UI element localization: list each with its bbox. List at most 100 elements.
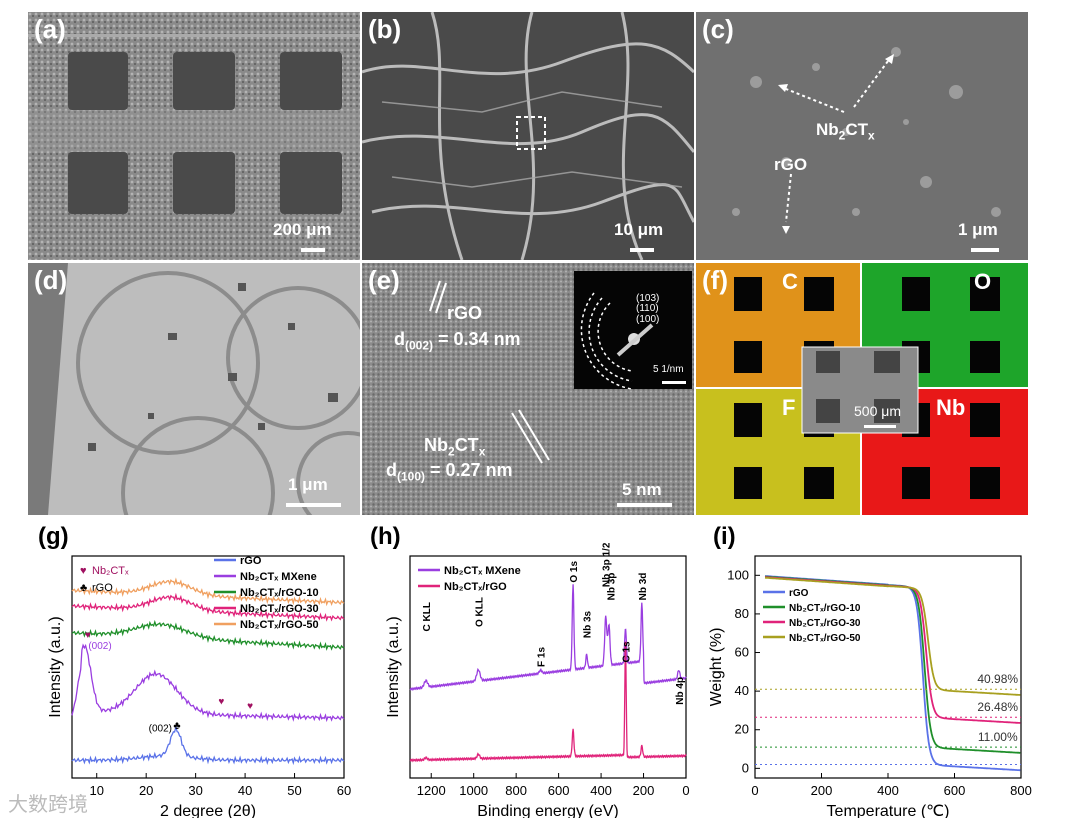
chart-i-annotation: 40.98% bbox=[977, 672, 1018, 686]
panel-d-scale-bar bbox=[286, 503, 341, 507]
panel-b-scale-bar bbox=[630, 248, 654, 252]
inset-ring-110: (110) bbox=[636, 303, 659, 314]
panel-f-eds-mapping: (f) C O F Nb 500 μm bbox=[696, 263, 1028, 515]
panel-f-image bbox=[696, 263, 1028, 515]
chart-h-xlabel: Binding energy (eV) bbox=[477, 803, 618, 818]
chart-g-ylabel: Intensity (a.u.) bbox=[47, 616, 64, 717]
chart-h-xtick-label: 0 bbox=[682, 783, 689, 798]
chart-h-xtick-label: 400 bbox=[590, 783, 612, 798]
panel-c-image bbox=[696, 12, 1028, 260]
chart-h-frame bbox=[409, 555, 687, 779]
chart-i-tga: (i) 0 200 400 600 800 0 20 40 60 80 100 Temperature … bbox=[708, 523, 1032, 818]
panel-c-sem: (c) Nb2CTx rGO 1 μm bbox=[696, 12, 1028, 260]
chart-g-frame bbox=[71, 555, 345, 779]
chart-h-series-1 bbox=[409, 641, 687, 763]
chart-g-legend-entry: Nb₂CTₓ/rGO-10 bbox=[240, 587, 319, 599]
panel-e-d100-spacing: d(100) = 0.27 nm bbox=[386, 460, 513, 484]
chart-h-peak-label: F 1s bbox=[537, 647, 548, 667]
chart-i-legend-entry: Nb₂CTₓ/rGO-10 bbox=[789, 603, 861, 614]
chart-g-xtick-label: 20 bbox=[139, 783, 153, 798]
chart-h-legend-entry: Nb₂CTₓ MXene bbox=[444, 565, 521, 577]
panel-a-scale-text: 200 μm bbox=[273, 220, 332, 239]
chart-i-ytick-label: 100 bbox=[727, 567, 749, 582]
panel-d-scale-text: 1 μm bbox=[288, 475, 328, 494]
chart-i-series-3 bbox=[764, 576, 1021, 696]
panel-d-tem: (d) 1 μm bbox=[28, 263, 360, 515]
map-o-label: O bbox=[974, 269, 992, 294]
chart-g-xlabel: 2 degree (2θ) bbox=[160, 803, 256, 818]
chart-h-peak-label: Nb 3s bbox=[583, 610, 594, 638]
chart-g-xtick-label: 40 bbox=[238, 783, 252, 798]
chart-h-xtick-label: 1000 bbox=[459, 783, 488, 798]
chart-i-ytick-label: 0 bbox=[742, 760, 749, 775]
chart-i-ytick-label: 80 bbox=[735, 606, 749, 621]
chart-h-peak-label: C 1s bbox=[621, 641, 632, 663]
panel-e-nb2ctx-label: Nb2CTx bbox=[424, 435, 486, 459]
chart-g-legend-entry: Nb₂CTₓ/rGO-50 bbox=[240, 619, 319, 631]
panel-e-d002-spacing: d(002) = 0.34 nm bbox=[394, 329, 521, 353]
chart-g-marker-legend: rGO bbox=[92, 582, 113, 594]
chart-h-xtick-label: 800 bbox=[505, 783, 527, 798]
chart-g-heart-marker: ♥ bbox=[218, 697, 224, 708]
chart-h-peak-label: O KLL bbox=[474, 597, 485, 627]
chart-i-ytick-label: 40 bbox=[735, 683, 749, 698]
panel-a-scale-bar bbox=[301, 248, 325, 252]
chart-g-club-marker: ♣ bbox=[80, 582, 87, 594]
panel-e-image bbox=[362, 263, 694, 515]
chart-i-ytick-label: 20 bbox=[735, 722, 749, 737]
chart-g-heart-marker: ♥ bbox=[247, 701, 253, 712]
panel-c-rgo-annotation: rGO bbox=[774, 155, 808, 174]
watermark: 大数跨境 bbox=[8, 792, 88, 816]
chart-g-xtick-label: 10 bbox=[89, 783, 103, 798]
panel-a-sem: (a) 200 μm bbox=[28, 12, 360, 260]
panel-e-hrtem: (e) rGO d(002) = 0.34 nm Nb2CTx d(100) =… bbox=[362, 263, 694, 515]
chart-g-series-3 bbox=[71, 592, 345, 622]
panel-c-scale-text: 1 μm bbox=[958, 220, 998, 239]
inset-scale-text: 500 μm bbox=[854, 403, 901, 419]
chart-i-annotation: 11.00% bbox=[978, 730, 1018, 744]
chart-h-peak-label: O 1s bbox=[569, 561, 580, 583]
chart-g-heart-marker: ♥ bbox=[80, 565, 87, 577]
chart-g-series-2 bbox=[71, 619, 345, 651]
panel-e-label: (e) bbox=[368, 265, 400, 295]
panel-b-label: (b) bbox=[368, 14, 402, 44]
panel-a-image bbox=[28, 12, 360, 260]
chart-i-xtick-label: 600 bbox=[944, 783, 966, 798]
chart-h-peak-label: Nb 3p bbox=[607, 573, 618, 601]
chart-i-xlabel: Temperature (℃) bbox=[827, 803, 950, 818]
panel-d-image bbox=[28, 263, 360, 515]
chart-i-annotation: 26.48% bbox=[977, 700, 1018, 714]
chart-h-xtick-label: 1200 bbox=[417, 783, 446, 798]
panel-b-sem: (b) 10 μm bbox=[362, 12, 694, 260]
chart-g-xtick-label: 30 bbox=[188, 783, 202, 798]
chart-h-peak-label: Nb 3p 1/2 bbox=[601, 542, 612, 587]
chart-g-xrd: (g) 10 20 30 40 50 60 2 degree (2θ) Intensity (a… bbox=[38, 523, 351, 818]
chart-h-xps: (h) 1200 1000 800 600 400 200 0 Binding energy (… bbox=[370, 523, 690, 818]
inset-ring-103: (103) bbox=[636, 293, 660, 304]
chart-g-series-0 bbox=[71, 726, 345, 766]
panel-f-label: (f) bbox=[702, 265, 728, 295]
chart-i-xtick-label: 200 bbox=[811, 783, 833, 798]
chart-g-series-4 bbox=[71, 577, 345, 607]
chart-g-legend-entry: Nb₂CTₓ/rGO-30 bbox=[240, 603, 319, 615]
chart-i-label: (i) bbox=[713, 523, 736, 550]
panel-e-scale-bar bbox=[617, 503, 672, 507]
chart-h-xtick-label: 200 bbox=[633, 783, 655, 798]
chart-h-xtick-label: 600 bbox=[548, 783, 570, 798]
chart-h-legend-entry: Nb₂CTₓ/rGO bbox=[444, 581, 507, 593]
chart-h-peak-label: Nb 4p bbox=[675, 677, 686, 705]
chart-g-legend-entry: Nb₂CTₓ MXene bbox=[240, 571, 317, 583]
inset-scale-text: 5 1/nm bbox=[653, 364, 684, 375]
chart-g-legend-entry: rGO bbox=[240, 555, 262, 567]
chart-g-heart-marker: ♥ bbox=[85, 630, 91, 641]
map-nb-label: Nb bbox=[936, 395, 966, 420]
chart-h-ylabel: Intensity (a.u.) bbox=[385, 616, 402, 717]
map-f-label: F bbox=[782, 395, 796, 420]
chart-g-label: (g) bbox=[38, 523, 69, 550]
chart-g-series-1 bbox=[71, 643, 345, 723]
chart-g-annotation: (002) bbox=[88, 641, 111, 652]
panel-e-scale-text: 5 nm bbox=[622, 480, 662, 499]
chart-g-xtick-label: 60 bbox=[337, 783, 351, 798]
panel-b-scale-text: 10 μm bbox=[614, 220, 664, 239]
chart-i-xtick-label: 400 bbox=[877, 783, 899, 798]
